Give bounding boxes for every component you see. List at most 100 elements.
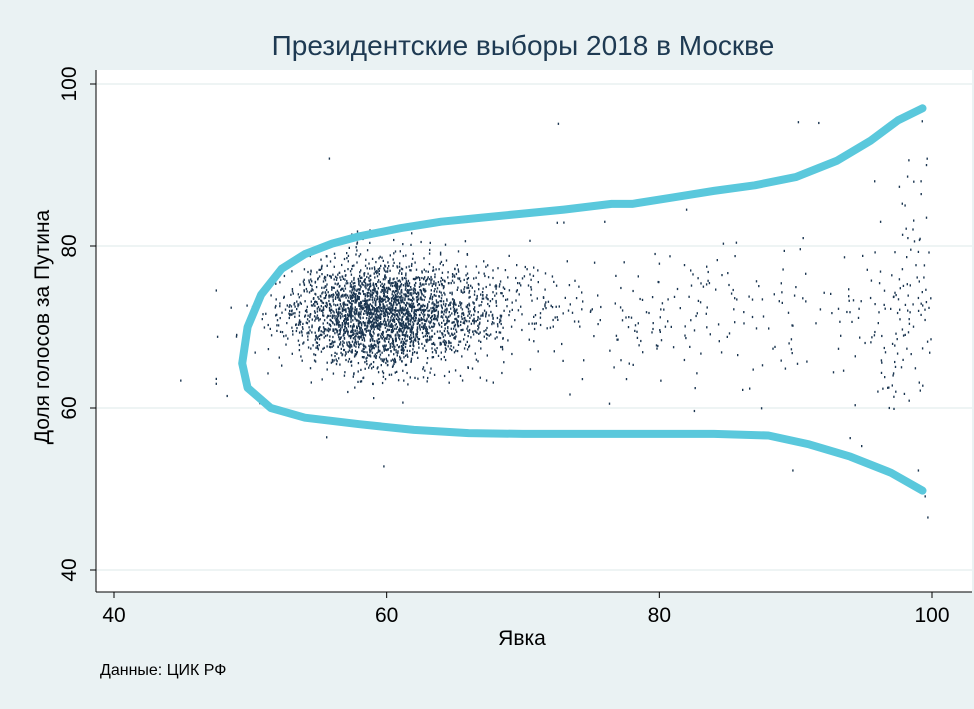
data-point <box>364 299 367 302</box>
data-point <box>411 329 413 333</box>
data-point <box>502 286 505 289</box>
data-point <box>314 353 317 357</box>
data-point <box>411 340 413 343</box>
data-point <box>366 275 368 279</box>
data-point <box>440 304 442 307</box>
data-point <box>431 335 433 338</box>
data-point <box>378 310 380 313</box>
data-point <box>347 260 349 263</box>
data-point <box>359 321 361 324</box>
data-point <box>341 322 344 325</box>
data-point <box>416 292 418 295</box>
data-point <box>421 309 424 312</box>
data-point <box>451 312 453 315</box>
data-point <box>407 298 409 301</box>
data-point <box>312 344 314 347</box>
data-point <box>917 469 920 472</box>
data-point <box>401 337 404 341</box>
data-point <box>468 344 471 347</box>
data-point <box>426 357 429 360</box>
data-point <box>405 363 408 366</box>
data-point <box>462 311 464 315</box>
data-point <box>426 304 429 307</box>
data-point <box>347 313 349 316</box>
data-point <box>426 332 429 335</box>
data-point <box>345 282 347 285</box>
data-point <box>309 273 312 276</box>
data-point <box>430 320 432 323</box>
data-point <box>751 315 754 319</box>
data-point <box>341 308 344 311</box>
data-point <box>461 317 463 320</box>
data-point <box>415 333 417 336</box>
data-point <box>318 338 321 341</box>
data-point <box>386 304 388 307</box>
data-point <box>288 305 290 308</box>
data-point <box>391 293 393 296</box>
data-point <box>414 261 416 264</box>
data-point <box>506 298 509 301</box>
data-point <box>545 307 547 310</box>
data-point <box>345 303 347 306</box>
data-point <box>461 308 464 311</box>
data-point <box>381 370 384 373</box>
data-point <box>383 319 386 322</box>
data-point <box>470 314 473 317</box>
data-point <box>388 373 391 376</box>
data-point <box>394 324 396 327</box>
gridlines <box>96 83 972 571</box>
data-point <box>329 335 331 338</box>
data-point <box>410 305 412 308</box>
data-point <box>226 394 228 398</box>
data-point <box>386 359 388 362</box>
data-point <box>365 287 367 290</box>
data-point <box>537 281 539 284</box>
data-point <box>442 264 444 267</box>
data-point <box>265 312 267 315</box>
data-point <box>341 343 344 346</box>
data-point <box>751 298 754 301</box>
data-point <box>412 351 414 354</box>
data-point <box>344 314 346 317</box>
data-point <box>475 330 477 333</box>
data-point <box>478 339 480 342</box>
data-point <box>369 285 371 288</box>
data-point <box>411 299 413 302</box>
data-point <box>345 308 347 311</box>
data-point <box>470 336 472 339</box>
data-point <box>332 286 334 289</box>
data-point <box>343 328 346 331</box>
data-point <box>344 287 347 290</box>
data-point <box>300 355 302 358</box>
data-point <box>388 340 390 344</box>
data-point <box>392 364 394 367</box>
data-point <box>608 402 611 405</box>
data-point <box>311 285 313 288</box>
data-point <box>341 275 344 278</box>
data-point <box>315 336 317 339</box>
data-point <box>417 319 419 322</box>
data-point <box>450 307 452 310</box>
data-point <box>376 307 378 310</box>
data-point <box>431 347 433 350</box>
data-point <box>462 291 464 294</box>
data-point <box>332 372 335 375</box>
data-point <box>434 276 436 279</box>
data-point <box>346 252 348 255</box>
data-point <box>467 314 469 317</box>
data-point <box>404 324 406 327</box>
data-point <box>438 268 440 271</box>
data-point <box>374 290 376 293</box>
data-point <box>344 354 346 357</box>
data-point <box>427 309 429 313</box>
data-point <box>533 315 535 318</box>
data-point <box>442 287 445 290</box>
data-point <box>401 360 403 363</box>
data-point <box>493 322 495 325</box>
data-point <box>645 311 648 314</box>
data-point <box>376 352 378 355</box>
data-point <box>387 348 389 351</box>
data-point <box>423 326 426 329</box>
data-point <box>380 364 382 367</box>
data-point <box>372 324 374 327</box>
